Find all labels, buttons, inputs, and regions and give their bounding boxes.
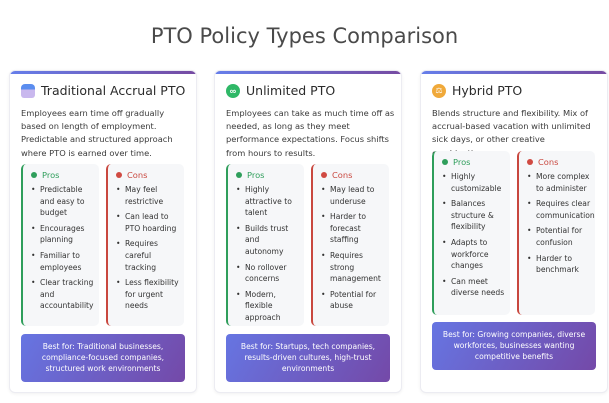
card-title: Hybrid PTO: [452, 83, 523, 98]
pros-item: Can meet diverse needs: [442, 276, 506, 299]
policy-card-traditional: Traditional Accrual PTO Employees earn t…: [9, 70, 197, 393]
pros-item: No rollover concerns: [236, 262, 300, 285]
card-description: Employees can take as much time off as n…: [226, 108, 395, 158]
cons-item: Requires clear communication: [527, 198, 595, 221]
cons-label: Cons: [538, 157, 559, 167]
pros-dot-icon: [31, 172, 37, 178]
best-for-banner: Best for: Growing companies, diverse wor…: [432, 322, 596, 370]
cons-box: Cons More complex to administer Requires…: [517, 151, 595, 315]
pros-label: Pros: [42, 170, 60, 180]
cons-box: Cons May feel restrictive Can lead to PT…: [106, 164, 184, 326]
cons-dot-icon: [527, 159, 533, 165]
pros-dot-icon: [442, 159, 448, 165]
card-title: Traditional Accrual PTO: [41, 83, 186, 98]
pros-item: Builds trust and autonomy: [236, 223, 300, 258]
card-header: Traditional Accrual PTO: [21, 83, 185, 98]
pros-label: Pros: [453, 157, 471, 167]
policy-card-unlimited: ∞ Unlimited PTO Employees can take as mu…: [214, 70, 402, 393]
calendar-icon: [21, 83, 35, 98]
card-header: ∞ Unlimited PTO: [226, 83, 335, 98]
balance-scale-icon: ⚖: [432, 83, 446, 98]
cons-item: Harder to benchmark: [527, 253, 591, 276]
cons-label: Cons: [127, 170, 148, 180]
cons-dot-icon: [116, 172, 122, 178]
cons-item: Requires careful tracking: [116, 238, 180, 273]
cons-item: Can lead to PTO hoarding: [116, 211, 180, 234]
cons-item: May lead to underuse: [321, 184, 385, 207]
pros-box: Pros Highly customizable Balances struct…: [432, 151, 510, 315]
pros-item: Highly customizable: [442, 171, 506, 194]
policy-card-hybrid: ⚖ Hybrid PTO Blends structure and flexib…: [420, 70, 608, 393]
cons-dot-icon: [321, 172, 327, 178]
cons-item: Potential for confusion: [527, 225, 591, 248]
pros-label: Pros: [247, 170, 265, 180]
card-description: Employees earn time off gradually based …: [21, 108, 173, 158]
card-header: ⚖ Hybrid PTO: [432, 83, 522, 98]
pros-item: Familiar to employees: [31, 250, 95, 273]
pros-box: Pros Highly attractive to talent Builds …: [226, 164, 304, 326]
cons-item: More complex to administer: [527, 171, 591, 194]
infinity-icon: ∞: [226, 83, 240, 98]
best-for-banner: Best for: Traditional businesses, compli…: [21, 334, 185, 382]
page-title: PTO Policy Types Comparison: [150, 24, 459, 48]
cons-label: Cons: [332, 170, 353, 180]
cons-item: Less flexibility for urgent needs: [116, 277, 180, 312]
cons-item: May feel restrictive: [116, 184, 180, 207]
cons-item: Requires strong management: [321, 250, 385, 285]
pros-item: Modern, flexible approach: [236, 289, 300, 324]
pros-item: Clear tracking and accountability: [31, 277, 95, 312]
pros-item: Encourages planning: [31, 223, 95, 246]
pros-item: Predictable and easy to budget: [31, 184, 95, 219]
cons-item: Harder to forecast staffing: [321, 211, 385, 246]
pros-item: Highly attractive to talent: [236, 184, 300, 219]
card-title: Unlimited PTO: [246, 83, 336, 98]
best-for-banner: Best for: Startups, tech companies, resu…: [226, 334, 390, 382]
pros-item: Balances structure & flexibility: [442, 198, 506, 233]
pros-dot-icon: [236, 172, 242, 178]
cons-item: Potential for abuse: [321, 289, 385, 312]
pros-item: Adapts to workforce changes: [442, 237, 506, 272]
pros-box: Pros Predictable and easy to budget Enco…: [21, 164, 99, 326]
cons-box: Cons May lead to underuse Harder to fore…: [311, 164, 389, 326]
